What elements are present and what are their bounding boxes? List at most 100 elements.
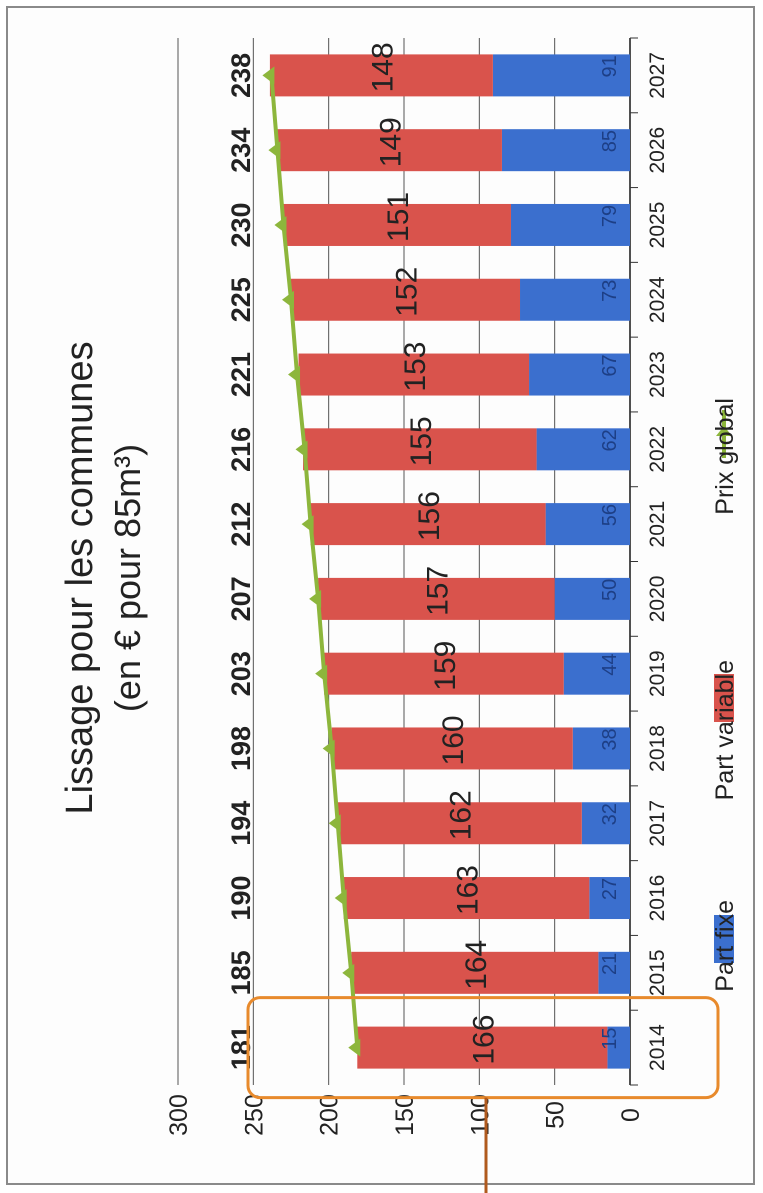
- legend-marker-prix-global: [716, 426, 732, 436]
- prix-global-marker-2015: [342, 963, 355, 982]
- label-part-fixe-2024: 73: [599, 280, 621, 302]
- year-label-2016: 2016: [646, 875, 669, 922]
- label-part-fixe-2021: 56: [599, 504, 621, 526]
- label-part-variable-2027: 148: [366, 42, 399, 92]
- legend-label-part-fixe: Part fixe: [711, 900, 739, 992]
- label-prix-global-2016: 190: [226, 876, 256, 921]
- total-labels: 181 185 190 194 198 203 207 212 216 221 225 230 234 2…: [226, 53, 256, 1070]
- bar-part-fixe-2015: [598, 951, 630, 994]
- axis-tick-label-250: 250: [240, 1094, 268, 1136]
- label-prix-global-2021: 212: [226, 502, 256, 547]
- label-part-variable-2021: 156: [413, 491, 446, 541]
- bar-labels: 15 166 21 164 27 163 32 162 38 160 44 159 50 157 56 156…: [366, 42, 621, 1064]
- bar-part-variable-2023: [298, 353, 530, 396]
- label-prix-global-2014: 181: [226, 1025, 256, 1070]
- bar-part-variable-2020: [318, 577, 555, 620]
- bar-part-variable-2022: [303, 428, 537, 471]
- axis-tick-label-100: 100: [466, 1094, 494, 1136]
- highlight-box: [246, 996, 720, 1193]
- label-prix-global-2017: 194: [226, 801, 256, 846]
- year-label-2021: 2021: [646, 501, 669, 548]
- bar-part-fixe-2025: [510, 203, 630, 246]
- year-label-2018: 2018: [646, 725, 669, 772]
- label-part-fixe-2018: 38: [599, 728, 621, 750]
- year-labels: 2014 2015 2016 2017 2018 2019 2020 2021 2022 2023…: [646, 52, 669, 1071]
- label-prix-global-2018: 198: [226, 726, 256, 771]
- label-prix-global-2027: 238: [226, 53, 256, 98]
- prix-global-marker-2016: [334, 889, 347, 908]
- prix-global-line: [262, 66, 361, 1057]
- bar-part-fixe-2021: [545, 503, 630, 546]
- label-part-fixe-2023: 67: [599, 354, 621, 376]
- value-axis-labels: 0 50 100 150 200 250 300: [165, 1094, 645, 1136]
- bar-part-variable-2027: [269, 54, 493, 97]
- label-prix-global-2020: 207: [226, 576, 256, 621]
- bar-part-fixe-2023: [529, 353, 630, 396]
- label-part-variable-2018: 160: [437, 715, 470, 765]
- bar-part-variable-2021: [310, 503, 546, 546]
- year-label-2014: 2014: [646, 1024, 669, 1071]
- label-prix-global-2022: 216: [226, 427, 256, 472]
- label-part-fixe-2019: 44: [599, 654, 621, 676]
- label-part-variable-2019: 159: [429, 641, 462, 691]
- bar-part-fixe-2014: [607, 1026, 630, 1069]
- year-label-2024: 2024: [646, 276, 669, 323]
- label-part-variable-2017: 162: [445, 790, 478, 840]
- prix-global-marker-2026: [268, 141, 281, 160]
- label-prix-global-2024: 225: [226, 277, 256, 322]
- label-part-fixe-2020: 50: [599, 579, 621, 601]
- chart-title: Lissage pour les communes: [59, 341, 101, 814]
- bar-part-variable-2025: [283, 203, 511, 246]
- bar-part-variable-2018: [331, 727, 573, 770]
- label-part-variable-2015: 164: [460, 940, 493, 990]
- legend-label-prix-global: Prix global: [711, 398, 739, 515]
- bar-part-fixe-2019: [563, 652, 630, 695]
- prix-global-marker-2025: [274, 215, 287, 234]
- label-part-variable-2016: 163: [452, 865, 485, 915]
- label-part-variable-2014: 166: [467, 1015, 500, 1065]
- label-part-variable-2023: 153: [399, 342, 432, 392]
- bar-part-variable-2019: [324, 652, 564, 695]
- bar-part-fixe-2018: [572, 727, 630, 770]
- label-part-fixe-2016: 27: [599, 878, 621, 900]
- year-label-2026: 2026: [646, 127, 669, 174]
- label-part-variable-2022: 155: [405, 416, 438, 466]
- axis-tick-label-200: 200: [316, 1094, 344, 1136]
- bar-part-variable-2014: [357, 1026, 608, 1069]
- label-prix-global-2026: 234: [226, 128, 256, 173]
- legend-label-part-variable: Part variable: [711, 660, 739, 800]
- label-part-variable-2026: 149: [375, 117, 408, 167]
- bar-part-fixe-2024: [520, 278, 630, 321]
- prix-global-marker-2020: [309, 589, 322, 608]
- label-prix-global-2015: 185: [226, 950, 256, 995]
- year-label-2017: 2017: [646, 800, 669, 847]
- prix-global-marker-2014: [348, 1038, 361, 1057]
- bar-part-variable-2017: [337, 802, 582, 845]
- label-part-fixe-2015: 21: [599, 953, 621, 975]
- prix-global-marker-2023: [288, 365, 301, 384]
- chart-subtitle: (en € pour 85m³): [107, 444, 148, 712]
- axis-tick-label-150: 150: [391, 1094, 419, 1136]
- prix-global-marker-2024: [282, 290, 294, 309]
- prix-global-marker-2022: [295, 440, 308, 459]
- year-label-2015: 2015: [646, 949, 669, 996]
- year-label-2020: 2020: [646, 576, 669, 623]
- prix-global-marker-2019: [315, 664, 328, 683]
- year-label-2027: 2027: [646, 52, 669, 99]
- bars: [269, 54, 630, 1069]
- bar-part-fixe-2020: [554, 577, 630, 620]
- label-part-fixe-2027: 91: [599, 55, 621, 77]
- label-part-fixe-2025: 79: [599, 205, 621, 227]
- label-prix-global-2019: 203: [226, 651, 256, 696]
- year-label-2025: 2025: [646, 202, 669, 249]
- prix-global-marker-2027: [262, 66, 275, 85]
- axis-tick-label-300: 300: [165, 1094, 193, 1136]
- prix-global-polyline: [269, 75, 360, 1048]
- bar-part-fixe-2017: [581, 802, 630, 845]
- axis-tick-label-50: 50: [542, 1101, 570, 1129]
- bar-part-variable-2024: [291, 278, 521, 321]
- year-label-2022: 2022: [646, 426, 669, 473]
- label-part-variable-2024: 152: [391, 267, 424, 317]
- bar-part-variable-2026: [277, 129, 502, 172]
